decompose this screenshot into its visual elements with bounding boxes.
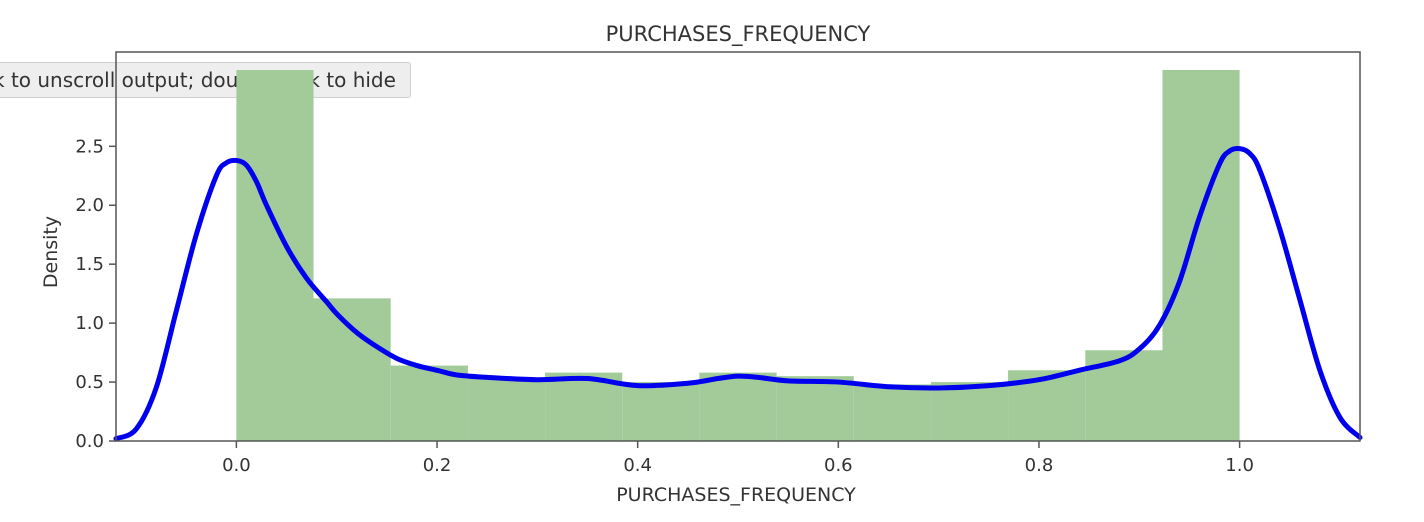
x-tick-label: 0.4 xyxy=(623,455,652,476)
x-axis-label: PURCHASES_FREQUENCY xyxy=(616,484,856,506)
y-tick-label: 2.5 xyxy=(75,136,104,157)
unscroll-output-tooltip[interactable]: k to unscroll output; double click to hi… xyxy=(0,62,411,98)
histogram-bar xyxy=(776,376,854,441)
y-axis-ticks: 0.0 0.5 1.0 1.5 2.0 2.5 xyxy=(75,136,116,452)
histogram-bar xyxy=(390,365,468,441)
y-tick-label: 0.0 xyxy=(75,431,104,452)
kde-layer xyxy=(113,146,1363,442)
chart-title: PURCHASES_FREQUENCY xyxy=(606,22,871,47)
histogram-bar xyxy=(1162,70,1240,441)
y-tick-label: 1.0 xyxy=(75,313,104,334)
x-axis-ticks: 0.0 0.2 0.4 0.6 0.8 1.0 xyxy=(222,441,1254,476)
x-tick-label: 0.2 xyxy=(423,455,452,476)
kde-line xyxy=(113,146,1363,442)
y-tick-label: 1.5 xyxy=(75,254,104,275)
x-tick-label: 0.8 xyxy=(1025,455,1054,476)
plot-frame xyxy=(115,51,1361,442)
histogram-bar xyxy=(622,382,700,441)
y-tick-label: 0.5 xyxy=(75,372,104,393)
histogram-bar xyxy=(467,378,546,441)
histogram-bars xyxy=(236,70,1240,441)
histogram-bar xyxy=(853,384,931,441)
x-tick-label: 0.6 xyxy=(824,455,853,476)
y-axis-label: Density xyxy=(40,216,62,288)
histogram-bar xyxy=(236,70,314,441)
y-tick-label: 2.0 xyxy=(75,195,104,216)
histogram-bar xyxy=(699,372,777,441)
histogram-bar xyxy=(1085,350,1163,441)
tooltip-text: k to unscroll output; double click to hi… xyxy=(0,68,396,92)
x-tick-label: 0.0 xyxy=(222,455,251,476)
histogram-bar xyxy=(313,298,391,441)
x-tick-label: 1.0 xyxy=(1225,455,1254,476)
histogram-bar xyxy=(930,382,1009,441)
